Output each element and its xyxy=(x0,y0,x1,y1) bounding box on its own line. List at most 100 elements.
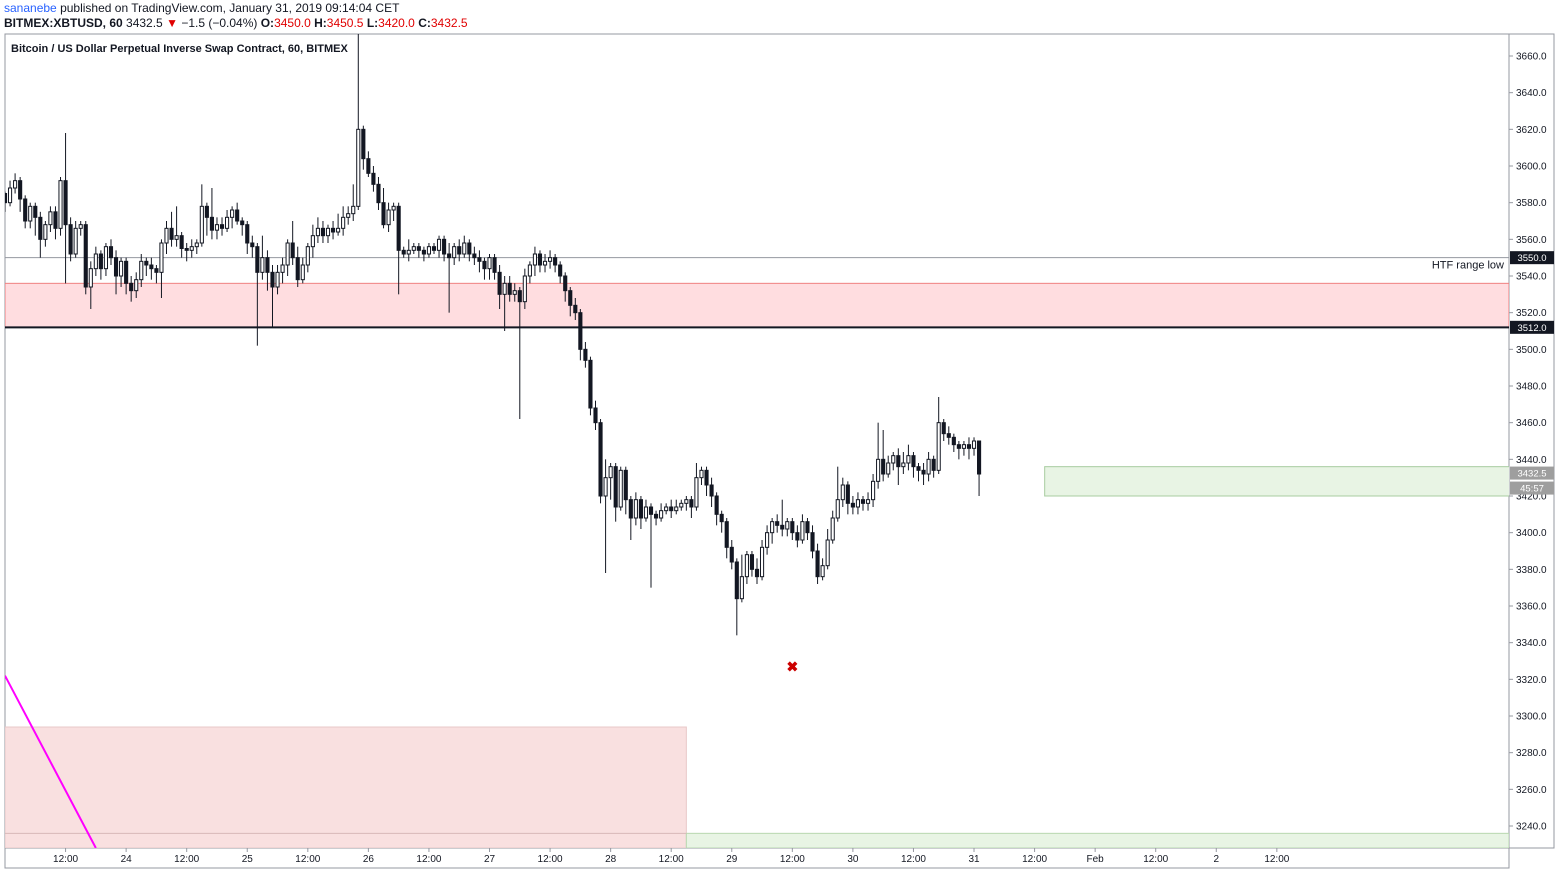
candle-down xyxy=(270,271,275,288)
chart-title: Bitcoin / US Dollar Perpetual Inverse Sw… xyxy=(11,43,348,55)
candle-up xyxy=(891,455,896,464)
author-link[interactable]: sananebe xyxy=(4,1,57,15)
candle-down xyxy=(754,568,760,578)
candle-down xyxy=(477,257,482,262)
candle-down xyxy=(931,458,936,471)
candle-down xyxy=(598,422,603,497)
candle-up xyxy=(406,249,411,255)
bottom-green-zone xyxy=(685,832,1509,848)
y-tick-label: 3280.0 xyxy=(1516,748,1547,759)
htf-range-low-label: HTF range low xyxy=(1432,260,1504,272)
candle-up xyxy=(7,187,13,204)
candle-down xyxy=(482,260,487,270)
y-tick-label: 3560.0 xyxy=(1516,235,1547,246)
down-arrow-icon: ▼ xyxy=(166,16,178,30)
price-axis-frame xyxy=(1508,33,1555,849)
candle-down xyxy=(775,521,780,526)
x-tick-label: 25 xyxy=(242,854,254,865)
low-label: L: xyxy=(366,16,379,30)
candle-down xyxy=(810,532,815,552)
y-tick-label: 3300.0 xyxy=(1516,712,1547,723)
candle-up xyxy=(865,499,871,504)
candle-down xyxy=(795,532,800,541)
bottom-red-zone xyxy=(5,726,687,848)
candle-down xyxy=(517,290,522,303)
candle-up xyxy=(119,260,124,277)
candle-down xyxy=(941,422,946,435)
candle-up xyxy=(502,282,507,295)
candle-up xyxy=(527,264,532,277)
candle-up xyxy=(840,484,845,501)
candle-up xyxy=(643,506,649,519)
candle-up xyxy=(189,246,194,251)
x-tick-label: 26 xyxy=(363,854,375,865)
x-tick-label: 12:00 xyxy=(1022,854,1047,865)
candle-up xyxy=(58,180,63,229)
candle-down xyxy=(507,282,512,295)
y-tick-label: 3320.0 xyxy=(1516,675,1547,686)
candle-down xyxy=(977,440,982,475)
candle-up xyxy=(512,290,517,295)
candle-up xyxy=(684,499,689,504)
candle-down xyxy=(447,253,452,259)
x-tick-label: 12:00 xyxy=(53,854,78,865)
candle-down xyxy=(98,253,103,270)
candle-down xyxy=(946,433,951,438)
candle-up xyxy=(679,502,684,508)
candle-down xyxy=(290,242,295,259)
candle-down xyxy=(881,458,886,475)
candle-down xyxy=(719,513,724,523)
countdown-label: 45:57 xyxy=(1520,484,1544,495)
candle-up xyxy=(325,227,331,237)
x-tick-label: 12:00 xyxy=(1143,854,1168,865)
x-tick-label: 24 xyxy=(121,854,133,865)
candle-up xyxy=(436,238,442,251)
candle-up xyxy=(462,242,467,255)
candle-up xyxy=(759,546,765,578)
candle-up xyxy=(28,205,33,222)
candle-down xyxy=(149,264,154,270)
level-price-label-bg xyxy=(1510,320,1554,334)
y-tick-label: 3520.0 xyxy=(1516,308,1547,319)
candle-up xyxy=(855,499,861,508)
candle-down xyxy=(790,521,795,534)
candle-down xyxy=(330,227,336,233)
candle-down xyxy=(113,257,119,277)
candle-up xyxy=(926,458,931,475)
candle-down xyxy=(653,513,659,519)
candle-up xyxy=(194,242,199,248)
candle-down xyxy=(669,506,674,512)
support-zone xyxy=(1044,466,1509,497)
high-label: H: xyxy=(314,16,327,30)
candle-down xyxy=(245,224,250,244)
candle-down xyxy=(966,444,972,449)
candle-up xyxy=(300,264,305,281)
candle-down xyxy=(497,271,502,295)
candle-down xyxy=(956,444,961,449)
candle-down xyxy=(467,242,472,255)
candle-down xyxy=(442,238,447,255)
candle-up xyxy=(139,260,144,281)
candle-up xyxy=(618,469,623,508)
candle-down xyxy=(553,257,558,266)
candle-down xyxy=(5,193,8,204)
candle-down xyxy=(320,227,326,237)
candle-down xyxy=(169,227,174,240)
level-price-label: 3512.0 xyxy=(1517,323,1546,334)
candle-up xyxy=(452,246,457,259)
y-tick-label: 3660.0 xyxy=(1516,52,1547,63)
candle-up xyxy=(603,477,608,497)
candle-up xyxy=(744,554,749,578)
y-tick-label: 3420.0 xyxy=(1516,492,1547,503)
candle-up xyxy=(825,539,830,567)
y-tick-label: 3480.0 xyxy=(1516,382,1547,393)
candle-up xyxy=(48,211,53,226)
x-tick-label: 30 xyxy=(847,854,859,865)
y-tick-label: 3400.0 xyxy=(1516,528,1547,539)
last-price: 3432.5 xyxy=(126,16,163,30)
candle-down xyxy=(250,242,255,248)
candle-up xyxy=(199,205,204,244)
candle-down xyxy=(860,499,866,504)
